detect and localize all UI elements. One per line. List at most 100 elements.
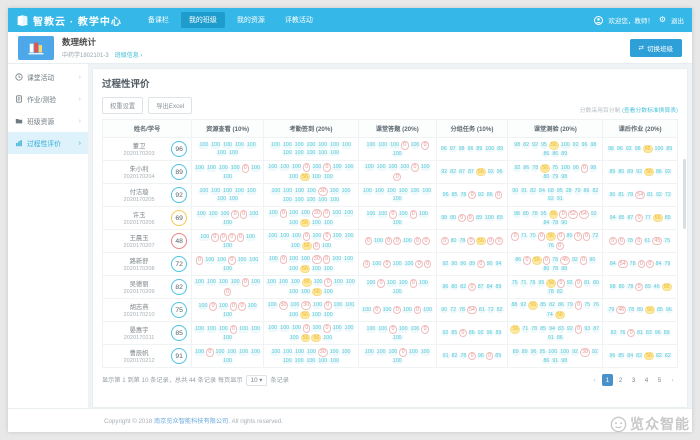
score-chips: 0 100 0 100 100 0 0 [361,259,434,269]
score-cell-1: 100 0 0 0 0 100 100 [191,229,264,253]
score-chip: 81 [583,280,592,287]
column-header-7: 课后作业 (20%) [602,119,678,138]
score-chip: 75 [583,302,592,309]
score-cell-1: 100 100 100 0 0 100 100 [191,206,264,230]
student-name: 晏惠宇 [129,327,149,334]
score-chip: 100 [305,188,317,195]
logout-link[interactable]: 退出 [671,18,684,25]
score-cell-2: 100 100 100 0 100 0 100 100 100 56 0 100 [263,229,359,253]
page-button-2[interactable]: 2 [618,376,623,384]
score-cell-3: 100 100 0 100 100 0 100 [357,321,437,345]
student-info: 路新舒 2020170208 72 [105,256,189,272]
score-chip: 0 [559,210,567,219]
score-chip: 78 [530,326,539,333]
score-chip: 96 [459,260,468,268]
score-chip: 83 [557,326,565,333]
sidebar-item-2[interactable]: 作业/测验 › [8,88,88,110]
student-name: 付洁璇 [129,189,149,196]
score-chip: 100 [267,256,279,263]
score-chip: 100 [267,210,279,217]
score-chip: 82 [529,188,537,195]
score-chip: 0 [364,236,373,246]
score-chip: 82 [555,288,564,295]
score-chip: 100 [343,164,355,171]
score-cell-5: 56 71 78 85 94 83 92 0 93 87 91 86 [507,321,604,345]
score-chip: 52 [567,210,578,219]
student-id: 2020170206 [123,220,155,226]
weight-settings-button[interactable]: 权重设置 [102,97,144,114]
score-chip: 100 [401,306,413,314]
sidebar-item-4[interactable]: 过程性评价 › [8,132,88,154]
score-chip: 0 [574,232,582,241]
score-chip: 56 [300,218,310,227]
score-chip: 85 [617,352,626,360]
score-chip: 56 [475,236,486,246]
student-info: 晏惠宇 2020170211 85 [105,325,189,341]
sidebar-item-1[interactable]: 课堂活动 › [8,66,88,88]
score-chip: 0 [279,255,288,264]
page-button-3[interactable]: 3 [631,376,636,384]
user-avatar-icon[interactable] [594,15,604,25]
score-cell-3: 0 100 0 0 100 0 0 [357,229,437,253]
table-row: 胡志燕 2020170210 75 100 0 100 0 0 100 100 100 30 100 30… [101,298,678,322]
score-cell-1: 100 0 100 0 0 100 100 [191,298,264,322]
score-chip: 100 [267,325,279,332]
score-chip: 100 [385,188,397,195]
score-chip: 100 [222,265,233,272]
nav-item-3[interactable]: 我的资源 [236,17,265,24]
score-chip: 100 [310,311,322,318]
page-button-4[interactable]: 4 [644,376,649,384]
score-chip: 71 [521,326,530,333]
class-info-link[interactable]: 班级信息 › [114,53,143,59]
company-link[interactable]: 南京览众智能科技有限公司 [153,418,229,425]
switch-class-button[interactable]: ⇄ 切换班级 [629,38,682,57]
score-chip: 89 [663,214,672,222]
score-chip: 85 [539,326,548,333]
column-header-4: 课堂答题 (20%) [357,119,437,138]
score-chips: 100 0 100 100 30 0 100 100 100 56 100 100 [266,209,356,227]
score-chip: 46 [652,283,661,291]
prev-page-button[interactable]: ‹ [593,376,596,384]
next-page-button[interactable]: › [671,376,674,384]
gear-icon[interactable]: ⚙ [658,15,666,24]
score-chips: 82 76 0 81 83 96 89 [605,328,675,338]
score-chip: 0 [574,325,583,334]
score-cell-4: 92 82 87 87 56 92 96 [435,160,509,184]
score-chip: 92 [663,168,672,176]
score-chip: 100 [281,149,293,156]
score-cell-1: 100 100 100 100 100 100 100 [191,137,264,161]
page-size-select[interactable]: 10 ▾ [245,374,268,386]
panel-scrollbar[interactable] [683,159,686,229]
score-chip: 0 [556,241,564,250]
score-chip: 100 [409,188,421,195]
nav-item-4[interactable]: 评教活动 [284,17,313,24]
score-chip: 100 [293,196,305,203]
score-table: 姓名/学号 资源查看 (10%) 考勤签到 (20%) 课堂答题 (20%) 分组任务 … [101,119,678,368]
score-cell-4: 91 82 78 0 96 0 89 [435,344,509,368]
score-chips: 56 71 78 85 94 83 92 0 93 87 91 86 [510,325,601,341]
score-chip: 56 [642,144,653,154]
score-cell-6: 98 80 78 0 89 46 56 [602,275,678,299]
sidebar-item-3[interactable]: 班级资源 › [8,110,88,132]
score-chip: 85 [450,191,459,199]
score-chip: 100 [311,233,323,240]
score-chip: 100 [421,188,433,195]
page-button-1[interactable]: 1 [602,374,613,386]
score-chip: 92 [531,142,539,149]
table-row: 曹辰帆 2020170212 91 100 0 100 100 100 100 100 100 100… [101,344,678,368]
table-row: 许玉 2020170206 69 100 100 100 0 0 100 100 100 0 100 10… [101,206,678,230]
score-chip: 86 [654,168,663,176]
score-chip: 100 [365,326,377,333]
grading-note-link[interactable]: (查看分数标准换算表) [621,108,678,114]
score-chip: 86 [582,188,591,195]
sidebar-item-label: 作业/测验 [27,97,57,104]
nav-item-2[interactable]: 我的班级 [180,12,225,28]
score-chip: 0 [236,233,245,242]
score-chips: 98 80 78 0 89 46 56 [605,282,675,292]
nav-item-1[interactable]: 备课栏 [147,17,169,24]
score-cell-2: 100 100 100 100 30 100 100 100 100 100 100 100 [263,344,359,368]
score-chip: 54 [466,305,477,315]
export-excel-button[interactable]: 导出Excel [148,97,193,114]
page-button-5[interactable]: 5 [657,376,662,384]
